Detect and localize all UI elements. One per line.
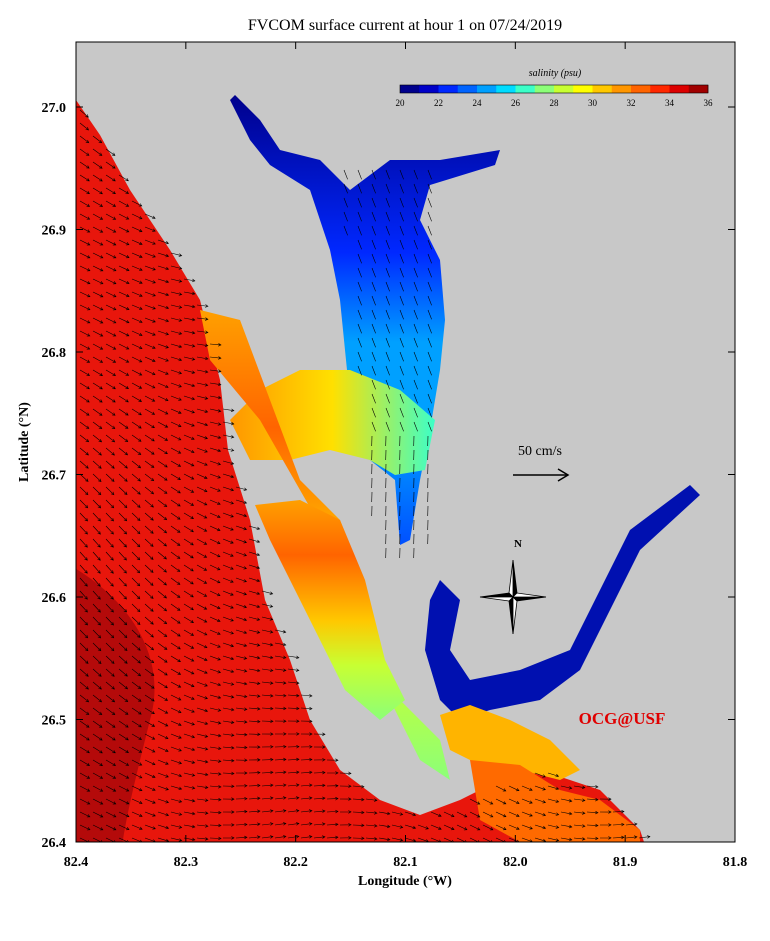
colorbar-tick-label: 32 — [627, 98, 636, 108]
colorbar-segment — [419, 85, 439, 93]
y-tick-label: 26.5 — [42, 714, 67, 729]
colorbar-tick-label: 28 — [550, 98, 560, 108]
colorbar-segment — [650, 85, 670, 93]
colorbar-tick-label: 22 — [434, 98, 443, 108]
colorbar-tick-label: 26 — [511, 98, 521, 108]
x-tick-label: 82.3 — [174, 855, 199, 870]
y-tick-label: 27.0 — [42, 101, 67, 116]
x-tick-label: 81.9 — [613, 855, 638, 870]
x-tick-label: 82.1 — [393, 855, 418, 870]
y-tick-label: 26.7 — [42, 469, 67, 484]
x-tick-label: 82.0 — [503, 855, 528, 870]
colorbar-segment — [458, 85, 478, 93]
x-tick-label: 81.8 — [723, 855, 748, 870]
colorbar-tick-label: 34 — [665, 98, 675, 108]
colorbar-segment — [516, 85, 536, 93]
colorbar-tick-label: 36 — [704, 98, 714, 108]
x-tick-label: 82.4 — [64, 855, 89, 870]
y-tick-label: 26.8 — [42, 346, 67, 361]
credit: OCG@USF — [579, 709, 666, 728]
x-tick-label: 82.2 — [283, 855, 308, 870]
colorbar-label: salinity (psu) — [529, 68, 582, 79]
colorbar-segment — [631, 85, 651, 93]
north-label: N — [514, 538, 522, 550]
scale-label: 50 cm/s — [518, 444, 562, 459]
x-axis-label: Longitude (°W) — [358, 874, 452, 889]
y-tick-label: 26.4 — [42, 836, 67, 851]
colorbar-segment — [477, 85, 497, 93]
y-axis-label: Latitude (°N) — [17, 402, 32, 482]
colorbar-segment — [554, 85, 574, 93]
colorbar-segment — [593, 85, 613, 93]
colorbar-segment — [439, 85, 459, 93]
colorbar-tick-label: 30 — [588, 98, 598, 108]
colorbar-segment — [670, 85, 690, 93]
y-tick-label: 26.9 — [42, 224, 67, 239]
colorbar-segment — [535, 85, 555, 93]
colorbar-segment — [400, 85, 420, 93]
colorbar-segment — [496, 85, 516, 93]
colorbar-tick-label: 20 — [396, 98, 406, 108]
y-tick-label: 26.6 — [42, 591, 67, 606]
colorbar-tick-label: 24 — [473, 98, 483, 108]
colorbar-segment — [612, 85, 632, 93]
title: FVCOM surface current at hour 1 on 07/24… — [248, 17, 562, 34]
colorbar-segment — [689, 85, 709, 93]
colorbar-segment — [573, 85, 593, 93]
